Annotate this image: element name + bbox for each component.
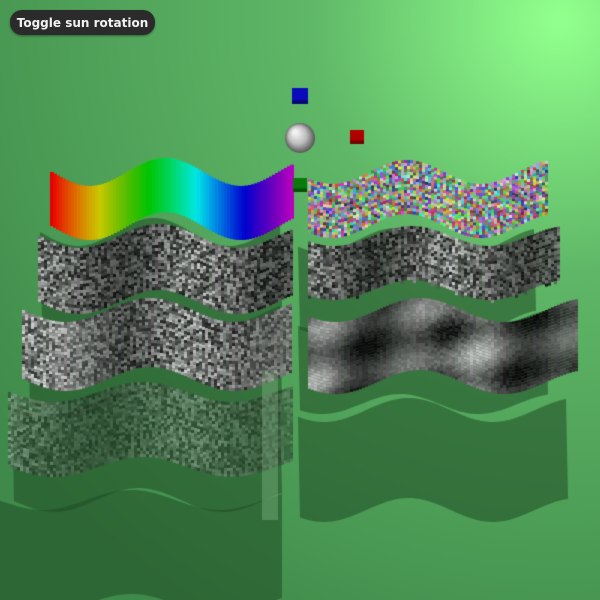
- toggle-sun-rotation-button[interactable]: Toggle sun rotation: [10, 10, 155, 35]
